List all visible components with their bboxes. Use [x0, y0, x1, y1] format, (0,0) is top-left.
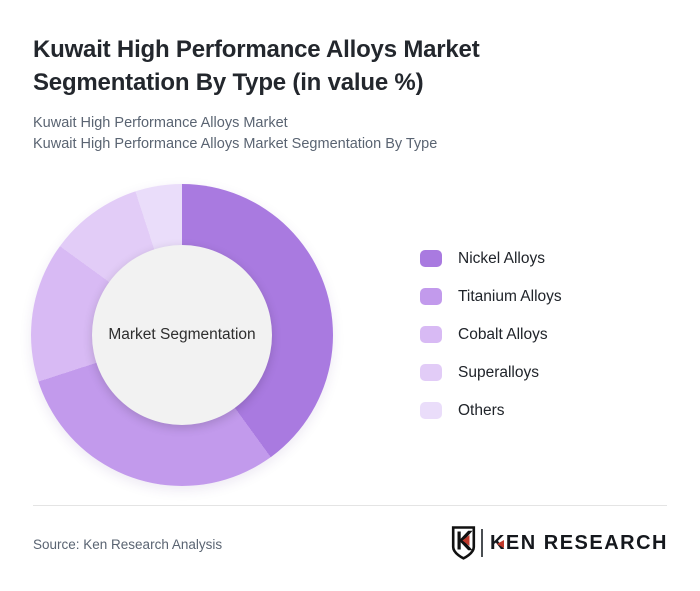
- logo-separator: [480, 529, 483, 557]
- legend-swatch: [420, 402, 442, 419]
- subtitle-line-2: Kuwait High Performance Alloys Market Se…: [33, 136, 438, 152]
- logo-text-wrap: KEN RESEARCH: [490, 532, 668, 555]
- legend-label: Superalloys: [458, 363, 539, 381]
- source-note: Source: Ken Research Analysis: [33, 537, 223, 552]
- legend-swatch: [420, 364, 442, 381]
- legend-item: Others: [420, 402, 562, 419]
- legend-item: Cobalt Alloys: [420, 326, 562, 343]
- legend-label: Titanium Alloys: [458, 287, 562, 305]
- legend-swatch: [420, 250, 442, 267]
- legend-label: Others: [458, 401, 505, 419]
- logo-text: KEN RESEARCH: [489, 531, 668, 554]
- donut-hole: Market Segmentation: [92, 245, 272, 425]
- chart-legend: Nickel Alloys Titanium Alloys Cobalt All…: [420, 250, 562, 440]
- subtitle-line-1: Kuwait High Performance Alloys Market: [33, 115, 288, 131]
- legend-swatch: [420, 326, 442, 343]
- legend-item: Superalloys: [420, 364, 562, 381]
- donut-center-label: Market Segmentation: [108, 326, 256, 343]
- page-title: Kuwait High Performance Alloys Market Se…: [33, 36, 480, 96]
- subtitle-block: Kuwait High Performance Alloys Market Ku…: [33, 113, 437, 155]
- footer-divider: [33, 505, 667, 506]
- legend-item: Titanium Alloys: [420, 288, 562, 305]
- donut-chart: Market Segmentation: [31, 184, 333, 486]
- shield-k-icon: [451, 526, 476, 560]
- legend-label: Cobalt Alloys: [458, 325, 548, 343]
- logo-k-triangle-icon: [496, 539, 504, 548]
- legend-swatch: [420, 288, 442, 305]
- legend-label: Nickel Alloys: [458, 249, 545, 267]
- legend-item: Nickel Alloys: [420, 250, 562, 267]
- ken-research-logo: KEN RESEARCH: [451, 526, 668, 560]
